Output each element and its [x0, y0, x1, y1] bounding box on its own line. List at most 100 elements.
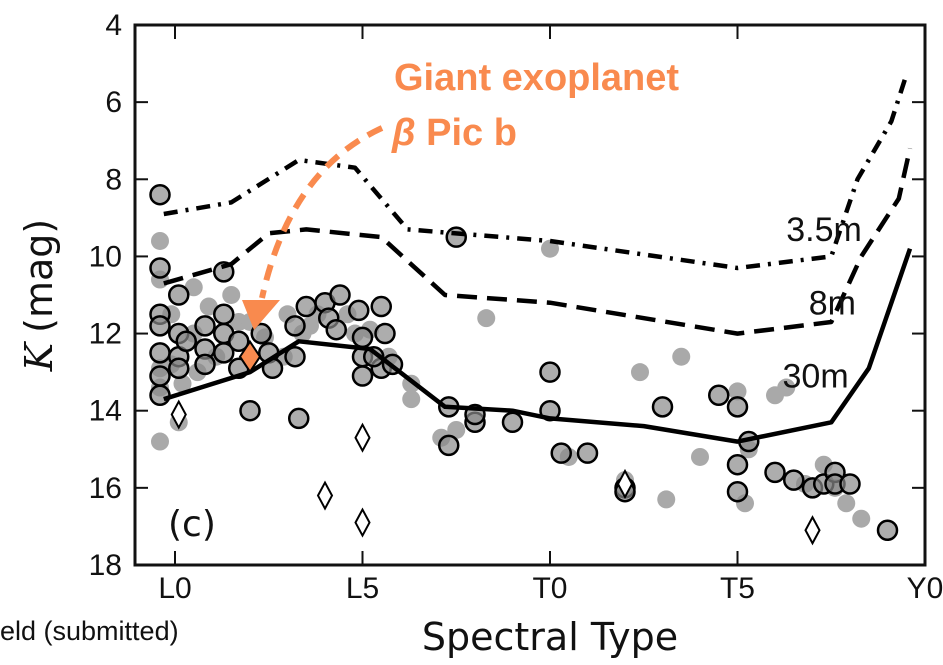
data-point-dark: [149, 365, 171, 387]
data-point-dark: [194, 353, 216, 376]
y-axis-title-unit: (mag): [17, 219, 61, 333]
curve-label-3-5m: 3.5m: [786, 211, 862, 249]
x-axis-title: Spectral Type: [422, 615, 678, 659]
x-tick-label: L5: [346, 572, 379, 605]
data-point-dark: [288, 407, 310, 430]
diamond-marker: [354, 422, 371, 453]
y-tick-label: 10: [89, 240, 122, 273]
annotation-beta: β: [391, 112, 416, 154]
annotation-line-2: β Pic b: [391, 112, 517, 154]
data-point-dark: [228, 330, 250, 353]
data-point-dark: [168, 284, 190, 306]
data-point-dark: [348, 299, 370, 322]
data-point-dark: [726, 453, 749, 476]
curve-8m: [163, 147, 913, 336]
y-tick-label: 12: [89, 318, 122, 351]
y-tick-label: 6: [105, 86, 122, 119]
diamond-marker: [170, 399, 187, 430]
data-point-dark: [726, 396, 749, 418]
data-point-dark: [168, 357, 190, 380]
plot-frame: [133, 23, 927, 567]
data-point-dark: [149, 342, 171, 364]
diamond-marker: [616, 468, 634, 500]
annotation: Giant exoplanet β Pic b: [242, 57, 679, 330]
data-point-light: [151, 231, 169, 250]
data-point-light: [541, 239, 559, 258]
data-point-dark: [651, 396, 674, 418]
y-tick-label: 4: [105, 9, 122, 42]
data-point-dark: [149, 384, 171, 407]
data-point-dark: [351, 326, 374, 349]
data-point-light: [837, 494, 856, 513]
diamond-marker: [354, 507, 371, 538]
data-point-light: [199, 297, 218, 316]
data-point-dark: [194, 315, 216, 337]
data-point-light: [151, 432, 169, 451]
curve-label-8m: 8m: [809, 284, 856, 322]
y-axis-title: K (mag): [17, 219, 61, 372]
data-point-light: [477, 309, 496, 328]
data-point-dark: [284, 315, 306, 337]
data-point-light: [657, 490, 676, 509]
y-tick-label: 18: [89, 549, 122, 582]
data-point-dark: [149, 257, 171, 279]
x-tick-label: T5: [720, 572, 755, 605]
data-point-light: [691, 447, 709, 466]
data-point-dark: [175, 330, 197, 353]
data-point-dark: [213, 342, 235, 364]
data-point-dark: [149, 315, 171, 337]
markers-layer: [170, 339, 821, 546]
data-point-dark: [839, 473, 861, 495]
data-point-dark: [438, 434, 460, 457]
data-point-light: [728, 382, 747, 401]
caption-fragment: eld (submitted): [0, 616, 179, 646]
ticks-layer: 4 6 8 10 12 14 16 18 L0 L5 T0 T5 Y0: [89, 9, 943, 605]
panel-label: (c): [168, 504, 216, 545]
annotation-arrowhead: [242, 300, 280, 330]
data-point-dark: [325, 318, 347, 341]
data-point-dark: [370, 295, 392, 318]
data-point-light: [222, 285, 241, 304]
data-point-dark: [783, 469, 805, 491]
diamond-marker: [316, 480, 334, 511]
data-point-light: [173, 374, 192, 393]
data-point-dark: [501, 411, 524, 434]
beta-pic-b-marker: [238, 339, 262, 374]
data-point-dark: [445, 226, 467, 248]
annotation-line-1: Giant exoplanet: [394, 57, 679, 99]
x-tick-label: L0: [158, 572, 191, 605]
x-tick-label: T0: [532, 572, 567, 605]
data-point-dark: [726, 480, 749, 503]
data-point-light: [672, 347, 691, 366]
data-point-dark: [295, 295, 317, 318]
curves-layer: [163, 74, 913, 444]
data-point-dark: [764, 461, 786, 484]
data-point-dark: [876, 519, 899, 542]
data-point-dark: [329, 284, 351, 306]
data-point-dark: [576, 442, 599, 464]
data-point-dark: [250, 322, 272, 345]
data-point-dark: [539, 361, 561, 383]
curve-3-5m: [163, 74, 909, 271]
y-tick-label: 14: [89, 395, 122, 428]
data-point-dark: [213, 303, 235, 326]
curve-label-30m: 30m: [783, 358, 849, 396]
diamond-marker: [804, 515, 821, 546]
y-tick-label: 16: [89, 472, 122, 505]
data-point-dark: [351, 365, 374, 387]
y-tick-label: 8: [105, 163, 122, 196]
data-point-dark: [149, 183, 171, 206]
data-point-light: [447, 420, 466, 439]
data-point-light: [852, 509, 871, 528]
data-point-dark: [284, 345, 306, 368]
data-point-dark: [239, 399, 261, 422]
data-point-light: [402, 390, 421, 409]
data-point-dark: [374, 322, 396, 345]
data-point-light: [184, 278, 203, 297]
annotation-pic-b: Pic b: [416, 112, 517, 154]
x-tick-label: Y0: [907, 572, 943, 605]
curve-30m: [163, 247, 913, 444]
data-point-dark: [708, 384, 730, 407]
y-axis-title-italic: K: [17, 340, 61, 372]
